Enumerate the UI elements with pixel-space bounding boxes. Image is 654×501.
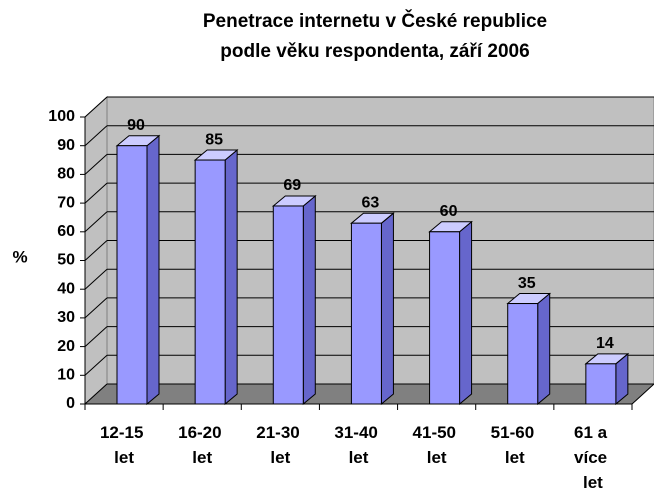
bar-front (194, 159, 226, 405)
bar (506, 292, 552, 406)
bar-front (116, 145, 148, 405)
grid-line (84, 211, 108, 233)
data-label: 60 (440, 203, 458, 220)
y-tick-label: 60 (57, 223, 75, 240)
y-tick-label: 90 (57, 137, 75, 154)
data-label: 90 (127, 117, 145, 134)
bar-side (146, 134, 160, 406)
data-label: 35 (518, 275, 536, 292)
bar (350, 212, 395, 406)
bar-side (537, 292, 551, 406)
bar-front (350, 222, 382, 405)
bar-front (585, 363, 617, 405)
y-tick-label: 100 (48, 108, 75, 125)
bar (115, 134, 161, 406)
x-tick-label: 61 a více let (574, 423, 612, 492)
y-tick-label: 10 (57, 367, 75, 384)
grid-line (84, 182, 108, 204)
chart-title: podle věku respondenta, září 2006 (220, 41, 529, 62)
grid-line (84, 240, 108, 261)
x-tick-label: 21-30 let (256, 423, 304, 467)
y-tick-label: 50 (57, 252, 75, 269)
y-axis-label: % (12, 247, 27, 266)
y-tick-label: 30 (57, 309, 75, 326)
grid-line (84, 297, 108, 319)
y-tick-label: 0 (66, 395, 75, 412)
grid-line (84, 154, 108, 175)
data-label: 63 (362, 194, 380, 211)
x-tick-label: 16-20 let (178, 423, 226, 467)
y-tick-label: 80 (57, 166, 75, 183)
grid-line (84, 354, 108, 376)
grid-line (84, 326, 108, 347)
data-label: 69 (283, 177, 301, 194)
x-tick-label: 51-60 let (491, 423, 539, 467)
y-tick-label: 20 (57, 338, 75, 355)
chart-title: Penetrace internetu v České republice (203, 10, 547, 32)
bar-front (429, 231, 461, 405)
bar-front (507, 303, 539, 405)
y-tick-label: 70 (57, 194, 75, 211)
grid-line (84, 125, 108, 147)
bar-side (380, 212, 394, 406)
x-tick-label: 31-40 let (334, 423, 382, 467)
bar-front (272, 205, 304, 405)
bar-side (302, 194, 316, 406)
bar-side (459, 220, 473, 406)
x-tick-label: 12-15 let (100, 423, 148, 467)
data-label: 14 (596, 335, 614, 352)
y-tick-label: 40 (57, 280, 75, 297)
bar (428, 220, 473, 406)
grid-line (84, 268, 108, 290)
grid-line (84, 96, 108, 118)
x-tick-label: 41-50 let (413, 423, 461, 467)
data-label: 85 (205, 131, 223, 148)
axis (631, 383, 654, 405)
bar-side (224, 148, 238, 406)
bar (193, 148, 239, 406)
bar (271, 194, 317, 406)
bar (584, 352, 630, 406)
grid-line (84, 383, 108, 405)
